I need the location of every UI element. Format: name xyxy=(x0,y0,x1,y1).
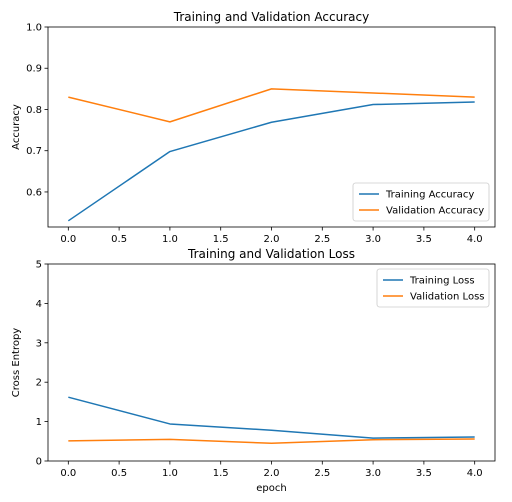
y-tick-label: 0.6 xyxy=(26,187,42,198)
chart-title: Training and Validation Loss xyxy=(187,247,355,261)
y-tick-label: 2 xyxy=(36,378,42,389)
x-tick-label: 1.0 xyxy=(162,468,178,479)
y-tick-label: 0.8 xyxy=(26,105,42,116)
x-tick-label: 0.0 xyxy=(60,234,76,245)
x-tick-label: 2.5 xyxy=(314,234,330,245)
y-tick-label: 0.9 xyxy=(26,64,42,75)
x-tick-label: 2.5 xyxy=(314,468,330,479)
x-tick-label: 1.5 xyxy=(213,234,229,245)
y-tick-label: 3 xyxy=(36,338,42,349)
x-tick-label: 3.5 xyxy=(416,468,432,479)
series-line-validation xyxy=(68,438,475,445)
y-tick-label: 0.7 xyxy=(26,146,42,157)
y-tick-label: 4 xyxy=(36,299,42,310)
x-tick-label: 3.0 xyxy=(365,468,381,479)
legend: Training Loss Validation Loss xyxy=(376,268,490,308)
y-tick-label: 5 xyxy=(36,260,42,271)
y-tick-label: 1 xyxy=(36,417,42,428)
legend: Training Accuracy Validation Accuracy xyxy=(352,182,490,222)
y-tick-label: 0 xyxy=(36,457,42,468)
legend-entry: Validation Loss xyxy=(410,292,485,303)
x-tick-label: 1.0 xyxy=(162,234,178,245)
y-tick-label: 1.0 xyxy=(26,23,42,34)
x-tick-label: 1.5 xyxy=(213,468,229,479)
chart-2: Training and Validation Loss 0.0 0.5 1.0 1.5… xyxy=(11,247,496,494)
series-line-training xyxy=(67,101,475,222)
legend-entry: Training Loss xyxy=(409,276,475,287)
chart-title: Training and Validation Accuracy xyxy=(173,10,369,24)
legend-entry: Validation Accuracy xyxy=(386,206,484,217)
legend-box xyxy=(352,182,490,222)
y-axis-label: Cross Entropy xyxy=(11,328,22,398)
chart-1: Training and Validation Accuracy 0.0 0.5 1.… xyxy=(11,10,496,245)
series-line-training xyxy=(68,396,475,439)
x-tick-label: 4.0 xyxy=(467,234,483,245)
x-tick-label: 3.5 xyxy=(416,234,432,245)
x-tick-label: 0.5 xyxy=(111,234,127,245)
x-tick-label: 0.5 xyxy=(111,468,127,479)
x-tick-label: 3.0 xyxy=(365,234,381,245)
x-tick-label: 4.0 xyxy=(467,468,483,479)
x-axis-label: epoch xyxy=(256,483,286,494)
legend-box xyxy=(376,268,490,308)
x-tick-label: 2.0 xyxy=(264,234,280,245)
legend-entry: Training Accuracy xyxy=(385,190,474,201)
x-tick-label: 0.0 xyxy=(60,468,76,479)
series-line-validation xyxy=(68,88,475,123)
x-tick-label: 2.0 xyxy=(264,468,280,479)
y-axis-label: Accuracy xyxy=(11,104,22,150)
